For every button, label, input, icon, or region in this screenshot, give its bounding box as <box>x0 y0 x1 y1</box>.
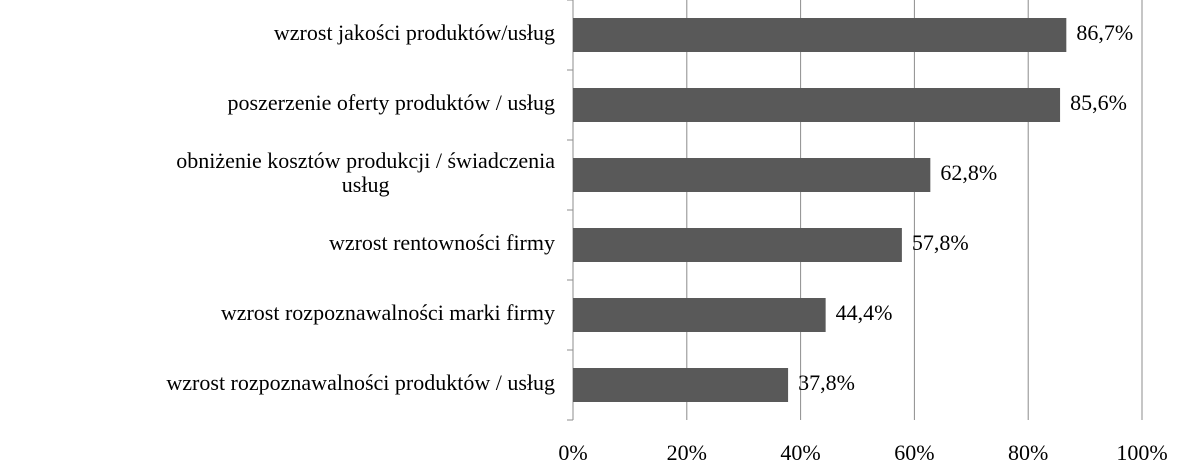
x-tick-label: 100% <box>1116 440 1167 465</box>
bar <box>573 88 1061 122</box>
value-label: 37,8% <box>798 370 855 395</box>
y-tick-label: wzrost rentowności firmy <box>329 230 555 255</box>
value-label: 62,8% <box>940 160 997 185</box>
x-tick-label: 20% <box>667 440 707 465</box>
label-line: obniżenie kosztów produkcji / świadczeni… <box>176 148 555 173</box>
y-tick-label: wzrost rozpoznawalności marki firmy <box>221 300 555 325</box>
y-tick-label: wzrost rozpoznawalności produktów / usłu… <box>166 370 555 395</box>
x-tick-label: 60% <box>894 440 934 465</box>
x-tick-label: 0% <box>558 440 587 465</box>
bar <box>573 228 902 262</box>
value-label: 44,4% <box>836 300 893 325</box>
value-label: 57,8% <box>912 230 969 255</box>
label-line: usług <box>342 172 390 197</box>
value-label: 86,7% <box>1076 20 1133 45</box>
y-tick-label: obniżenie kosztów produkcji / świadczeni… <box>176 148 555 197</box>
bar <box>573 298 826 332</box>
x-tick-label: 80% <box>1008 440 1048 465</box>
value-label: 85,6% <box>1070 90 1127 115</box>
x-tick-label: 40% <box>780 440 820 465</box>
bar <box>573 368 789 402</box>
y-tick-label: wzrost jakości produktów/usług <box>274 20 555 45</box>
y-tick-label: poszerzenie oferty produktów / usług <box>228 90 555 115</box>
bar <box>573 158 931 192</box>
bar <box>573 18 1067 52</box>
